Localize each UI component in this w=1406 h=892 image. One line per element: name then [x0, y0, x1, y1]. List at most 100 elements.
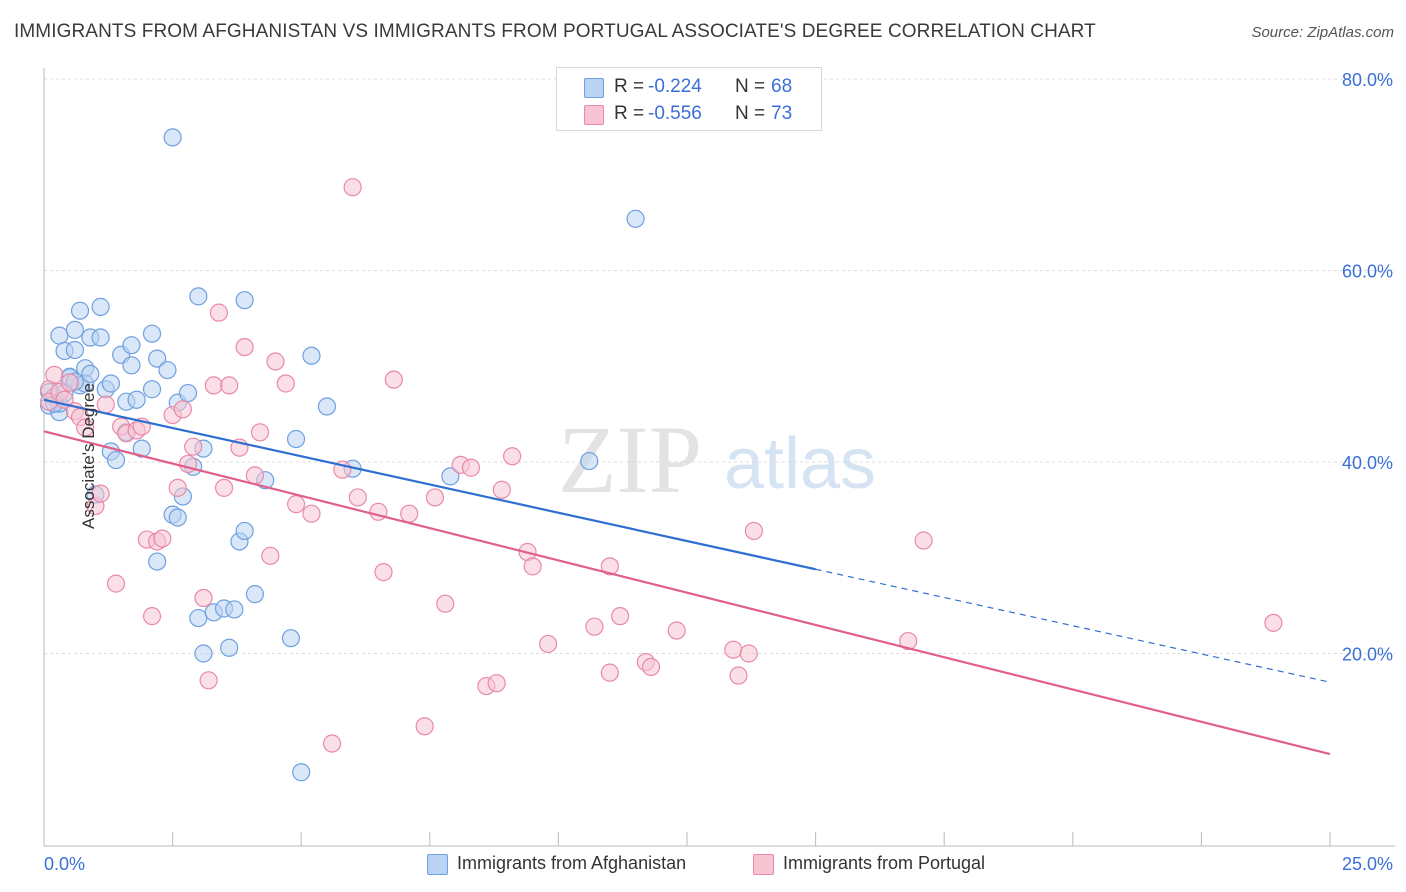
- gridlines: [44, 78, 1395, 654]
- data-point: [914, 531, 933, 550]
- data-point: [250, 423, 270, 442]
- data-point: [65, 340, 84, 360]
- data-point: [50, 326, 69, 345]
- data-point: [343, 178, 362, 197]
- data-point: [168, 478, 187, 497]
- data-point: [436, 594, 455, 613]
- data-point: [220, 376, 239, 395]
- data-point: [194, 588, 213, 608]
- watermark-zip: ZIP: [558, 406, 702, 513]
- data-point: [415, 717, 434, 736]
- data-point: [245, 585, 265, 604]
- data-point: [96, 395, 115, 414]
- data-point: [163, 128, 182, 147]
- legend-swatch-afghanistan: [584, 78, 604, 98]
- chart-title: IMMIGRANTS FROM AFGHANISTAN VS IMMIGRANT…: [14, 21, 1096, 42]
- data-point: [173, 400, 192, 419]
- data-point: [225, 600, 244, 619]
- data-point: [580, 451, 599, 471]
- data-point: [523, 557, 542, 576]
- y-tick-label: 40.0%: [1342, 453, 1393, 473]
- series-points-1: [40, 178, 1283, 753]
- data-point: [281, 629, 301, 648]
- data-point: [374, 563, 393, 582]
- data-point: [266, 352, 285, 371]
- data-point: [1264, 613, 1283, 632]
- stats-legend: R = -0.224 N = 68 R = -0.556 N = 73: [556, 67, 822, 131]
- data-point: [441, 467, 460, 486]
- legend-swatch-portugal: [753, 854, 774, 875]
- data-point: [209, 303, 228, 322]
- data-point: [91, 297, 110, 316]
- data-point: [204, 376, 223, 395]
- data-point: [122, 356, 141, 375]
- data-point: [199, 671, 218, 690]
- data-point: [302, 346, 321, 365]
- data-point: [127, 390, 146, 409]
- data-point: [76, 418, 95, 437]
- data-point: [667, 621, 686, 640]
- y-axis-label: Associate's Degree: [78, 383, 98, 529]
- r-label: R =: [614, 76, 645, 97]
- data-points: [40, 128, 1283, 782]
- n-value: 68: [771, 76, 793, 97]
- data-point: [132, 439, 151, 458]
- data-point: [286, 429, 306, 449]
- data-point: [189, 287, 208, 306]
- trend-line-1: [43, 430, 1331, 756]
- source-credit: Source: ZipAtlas.com: [1251, 24, 1394, 41]
- data-point: [503, 447, 522, 466]
- data-point: [184, 437, 203, 456]
- data-point: [348, 488, 367, 507]
- trend-line-extension-0: [815, 568, 1331, 683]
- data-point: [122, 336, 141, 355]
- data-point: [744, 521, 763, 541]
- data-point: [142, 607, 162, 626]
- data-point: [641, 657, 661, 677]
- data-point: [148, 349, 167, 368]
- data-point: [65, 320, 84, 339]
- data-point: [106, 450, 126, 470]
- data-point: [91, 328, 110, 347]
- r-label: R =: [614, 103, 645, 124]
- data-point: [400, 504, 419, 523]
- data-point: [245, 466, 265, 485]
- data-point: [585, 617, 604, 636]
- y-tick-label: 20.0%: [1342, 645, 1393, 665]
- data-point: [148, 552, 167, 571]
- watermark-atlas: atlas: [724, 424, 876, 504]
- y-tick-label: 60.0%: [1342, 262, 1393, 282]
- data-point: [729, 666, 748, 685]
- data-point: [158, 360, 177, 380]
- data-point: [487, 674, 506, 693]
- data-point: [235, 291, 254, 310]
- data-point: [317, 397, 337, 416]
- legend-swatch-portugal: [584, 105, 604, 125]
- data-point: [168, 508, 187, 527]
- data-point: [235, 338, 254, 357]
- trend-line-0: [43, 398, 816, 571]
- data-point: [286, 495, 306, 514]
- data-point: [45, 365, 64, 384]
- y-tick-label: 80.0%: [1342, 70, 1393, 90]
- data-point: [220, 638, 239, 657]
- data-point: [214, 478, 234, 497]
- data-point: [600, 557, 619, 576]
- r-value: -0.224: [648, 76, 702, 97]
- watermark: ZIP atlas: [558, 406, 876, 513]
- data-point: [492, 480, 511, 499]
- n-label: N =: [735, 103, 766, 124]
- data-point: [384, 370, 403, 389]
- data-point: [302, 504, 321, 523]
- legend-label-afghanistan: Immigrants from Afghanistan: [457, 853, 687, 873]
- data-point: [142, 380, 162, 399]
- data-point: [600, 663, 619, 682]
- data-point: [322, 734, 342, 753]
- n-value: 73: [771, 103, 793, 124]
- data-point: [91, 484, 110, 503]
- data-point: [261, 546, 280, 565]
- data-point: [292, 763, 311, 782]
- data-point: [611, 607, 630, 626]
- data-point: [461, 458, 481, 477]
